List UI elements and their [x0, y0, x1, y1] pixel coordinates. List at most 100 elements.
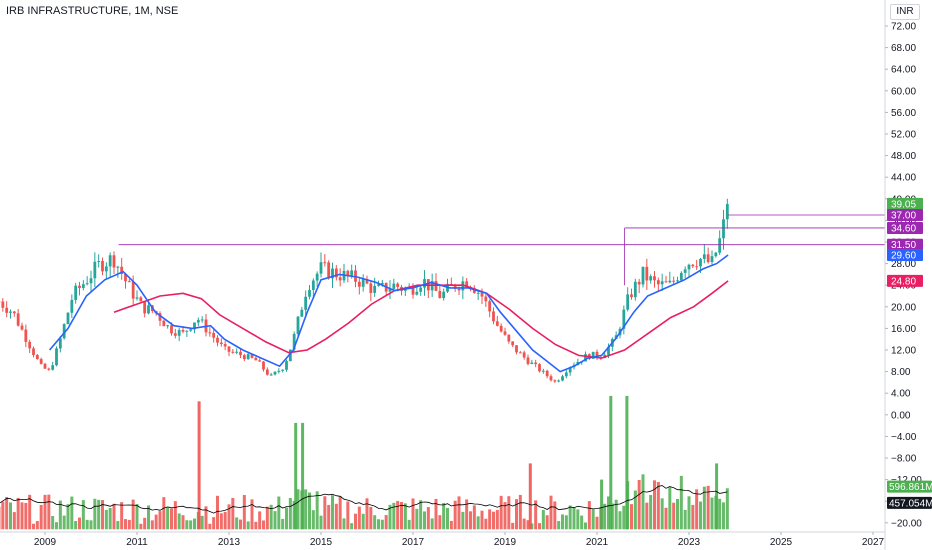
- x-tick-label: 2019: [494, 537, 517, 548]
- candle-body: [85, 283, 89, 285]
- volume-bar: [511, 522, 515, 530]
- volume-badge-bg: [887, 496, 932, 509]
- candle-body: [189, 329, 193, 331]
- candle-body: [285, 361, 288, 370]
- candle-body: [319, 262, 323, 274]
- candle-body: [656, 280, 660, 285]
- volume-bar: [622, 505, 626, 530]
- candle-body: [208, 332, 212, 334]
- candle-body: [39, 359, 43, 364]
- volume-bar: [239, 519, 242, 530]
- ma-slow-badge: 24.80: [891, 276, 916, 287]
- volume-bar: [112, 503, 116, 530]
- volume-bar: [603, 503, 607, 530]
- candle-body: [465, 281, 469, 288]
- candle-body: [649, 276, 653, 281]
- volume-bar: [89, 520, 93, 530]
- volume-bar: [576, 509, 580, 530]
- volume-bar: [166, 507, 170, 530]
- candle-body: [695, 266, 699, 268]
- candle-body: [89, 278, 93, 284]
- candle-body: [664, 281, 668, 283]
- volume-bar: [327, 504, 331, 530]
- candle-body: [488, 301, 492, 312]
- volume-bar: [618, 511, 622, 530]
- volume-bar: [718, 498, 722, 530]
- candle-body: [196, 320, 200, 323]
- candle-body: [323, 262, 327, 264]
- volume-bar: [725, 488, 729, 530]
- volume-bar: [242, 494, 246, 530]
- volume-bar: [715, 463, 719, 530]
- candle-body: [365, 279, 369, 284]
- volume-ma-line: [0, 485, 728, 514]
- candle-body: [74, 285, 78, 300]
- volume-bar: [610, 503, 614, 530]
- candle-body: [181, 329, 185, 332]
- x-tick-label: 2017: [402, 537, 425, 548]
- candle-body: [492, 311, 495, 322]
- volume-bar: [492, 511, 495, 530]
- volume-bar: [584, 522, 587, 530]
- candle-body: [438, 290, 442, 299]
- candle-body: [672, 280, 676, 282]
- candle-body: [216, 337, 219, 343]
- candle-body: [35, 355, 39, 360]
- volume-bar: [564, 515, 568, 530]
- x-tick-label: 2011: [126, 537, 148, 548]
- candle-body: [668, 280, 672, 283]
- candle-body: [607, 346, 610, 355]
- volume-bar: [319, 515, 323, 530]
- volume-bar: [101, 500, 104, 530]
- volume-bar: [403, 503, 407, 530]
- candle-body: [538, 364, 541, 372]
- volume-badge: 596.861M: [889, 482, 932, 493]
- level-badge-bg: [887, 209, 923, 221]
- currency-button[interactable]: INR: [890, 4, 920, 20]
- volume-bar: [296, 489, 300, 530]
- moving-averages: [48, 254, 729, 373]
- volume-bar: [304, 489, 308, 530]
- volume-bar: [476, 516, 480, 530]
- volume-bar: [301, 422, 305, 530]
- volume-bar: [553, 501, 557, 530]
- ma-slow-badge-bg: [887, 274, 923, 287]
- volume-bar: [442, 502, 446, 530]
- volume-bar: [637, 479, 641, 530]
- candle-body: [193, 322, 196, 330]
- volume-bar: [311, 510, 315, 530]
- candle-body: [595, 351, 599, 358]
- volume-bar: [62, 515, 66, 530]
- candle-body: [687, 264, 691, 270]
- candle-body: [135, 297, 139, 299]
- volume-bar: [676, 498, 679, 530]
- volume-bar: [273, 511, 277, 530]
- candle-body: [484, 296, 488, 302]
- x-tick-label: 2009: [34, 537, 57, 548]
- candle-body: [396, 283, 400, 287]
- volume-bar: [0, 506, 1, 530]
- level-badge: 34.60: [891, 223, 916, 234]
- candle-body: [143, 301, 147, 314]
- y-tick-label: 0.00: [891, 410, 911, 421]
- volume-bar: [350, 523, 354, 530]
- candle-body: [273, 371, 277, 375]
- volume-bar: [449, 520, 453, 530]
- candle-body: [51, 365, 55, 370]
- volume-bar: [254, 521, 258, 530]
- level-badge-bg: [887, 221, 923, 234]
- volume-bar: [545, 515, 549, 530]
- volume-bar: [294, 422, 298, 530]
- y-tick-label: −8.00: [891, 454, 917, 465]
- volume-bar: [346, 501, 350, 530]
- volume-bar: [653, 480, 656, 530]
- y-tick-label: 68.00: [891, 43, 916, 54]
- volume-bar: [415, 508, 419, 530]
- volume-bar: [461, 511, 465, 530]
- y-tick-label: 48.00: [891, 151, 916, 162]
- y-tick-label: 64.00: [891, 65, 916, 76]
- candle-body: [55, 348, 58, 366]
- volume-bar: [120, 502, 124, 530]
- volume-bar: [365, 498, 369, 530]
